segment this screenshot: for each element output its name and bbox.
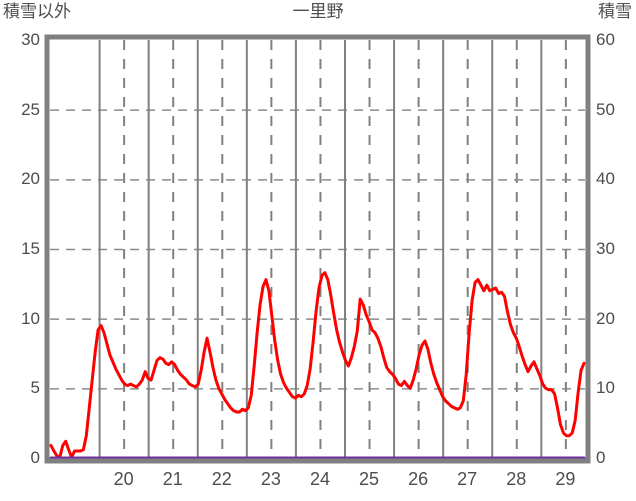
x-tick-label: 23 (260, 469, 281, 489)
left-axis-header-label: 積雪以外 (3, 2, 71, 21)
plot-frame (44, 34, 591, 464)
y-left-tick-label: 10 (21, 308, 40, 328)
x-tick-label: 28 (506, 469, 527, 489)
y-right-tick-label: 0 (596, 448, 606, 467)
right-axis-header-label: 積雪 (598, 2, 632, 21)
x-tick-label: 27 (457, 469, 478, 489)
x-tick-label: 24 (309, 469, 330, 489)
plot-border (44, 34, 591, 464)
y-left-tick-label: 5 (30, 378, 40, 398)
x-tick-label: 25 (359, 469, 380, 489)
y-right-tick-label: 50 (596, 99, 615, 119)
grid-layer (50, 40, 585, 458)
y-left-tick-label: 25 (21, 99, 40, 119)
y-right-tick-label: 10 (596, 378, 615, 398)
y-left-tick-label: 15 (21, 239, 40, 258)
y-left-tick-label: 0 (30, 448, 40, 467)
y-left-tick-label: 30 (21, 30, 40, 49)
y-right-tick-label: 20 (596, 308, 615, 328)
x-tick-label: 22 (211, 469, 232, 489)
x-tick-label: 26 (408, 469, 429, 489)
x-tick-label: 20 (113, 469, 134, 489)
series-layer (49, 271, 586, 460)
y-right-tick-label: 60 (596, 30, 615, 49)
y-right-tick-label: 40 (596, 169, 615, 189)
series-line-left (49, 271, 586, 459)
y-right-tick-label: 30 (596, 239, 615, 258)
x-tick-label: 29 (555, 469, 576, 489)
y-left-tick-label: 20 (21, 169, 40, 189)
chart-title: 一里野 (292, 2, 344, 21)
x-tick-label: 21 (162, 469, 183, 489)
